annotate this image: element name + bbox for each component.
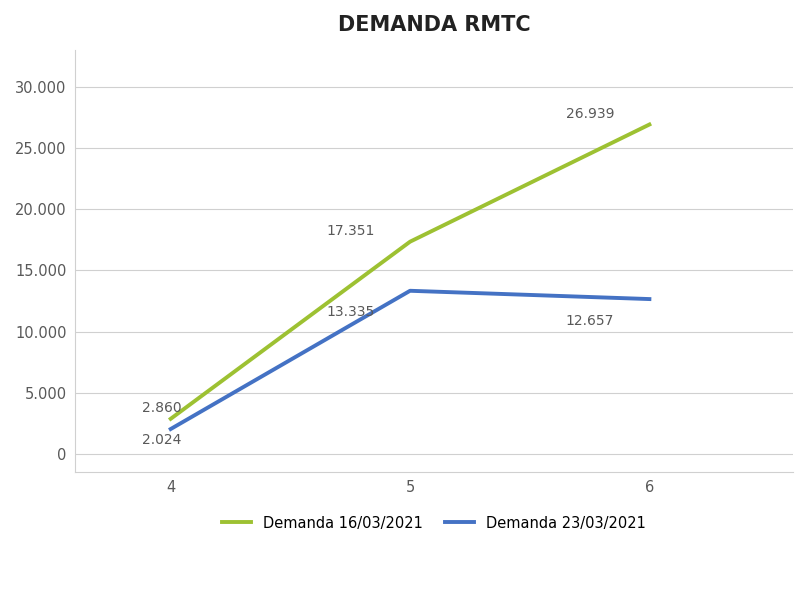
Legend: Demanda 16/03/2021, Demanda 23/03/2021: Demanda 16/03/2021, Demanda 23/03/2021 [217,510,651,537]
Demanda 23/03/2021 [405,287,415,294]
Demanda 16/03/2021 [166,415,175,422]
Text: 12.657: 12.657 [566,314,614,328]
Text: 26.939: 26.939 [566,107,614,121]
Text: 2.860: 2.860 [142,401,182,415]
Demanda 16/03/2021 [645,121,654,128]
Line: Demanda 23/03/2021: Demanda 23/03/2021 [170,291,650,429]
Demanda 23/03/2021 [166,425,175,432]
Demanda 16/03/2021 [405,238,415,246]
Text: 13.335: 13.335 [326,305,375,320]
Text: 2.024: 2.024 [142,433,181,447]
Line: Demanda 16/03/2021: Demanda 16/03/2021 [170,125,650,419]
Text: 17.351: 17.351 [326,224,375,238]
Demanda 23/03/2021 [645,295,654,302]
Title: DEMANDA RMTC: DEMANDA RMTC [338,15,530,35]
